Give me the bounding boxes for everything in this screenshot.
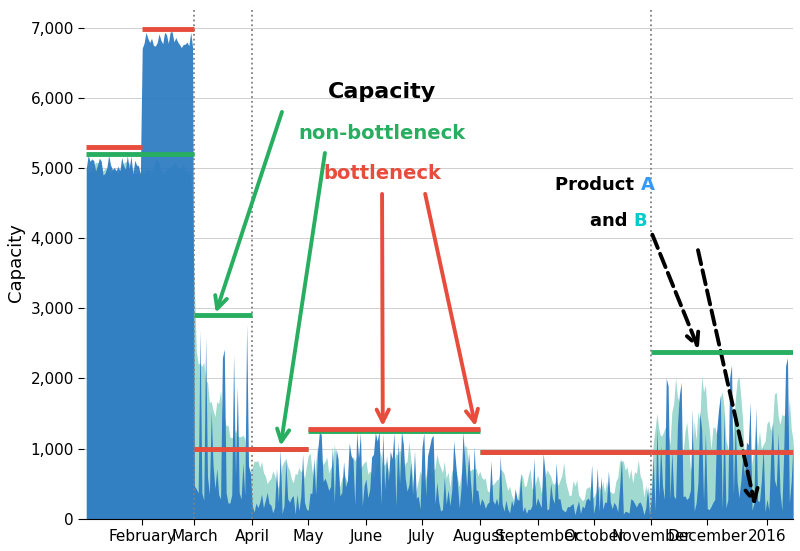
Text: non-bottleneck: non-bottleneck <box>298 123 466 143</box>
Text: Capacity: Capacity <box>328 82 436 101</box>
Text: and: and <box>590 212 634 230</box>
Text: A: A <box>641 176 654 194</box>
Text: Product: Product <box>555 176 641 194</box>
Text: bottleneck: bottleneck <box>323 165 441 183</box>
Text: B: B <box>634 212 647 230</box>
Y-axis label: Capacity: Capacity <box>7 223 25 302</box>
